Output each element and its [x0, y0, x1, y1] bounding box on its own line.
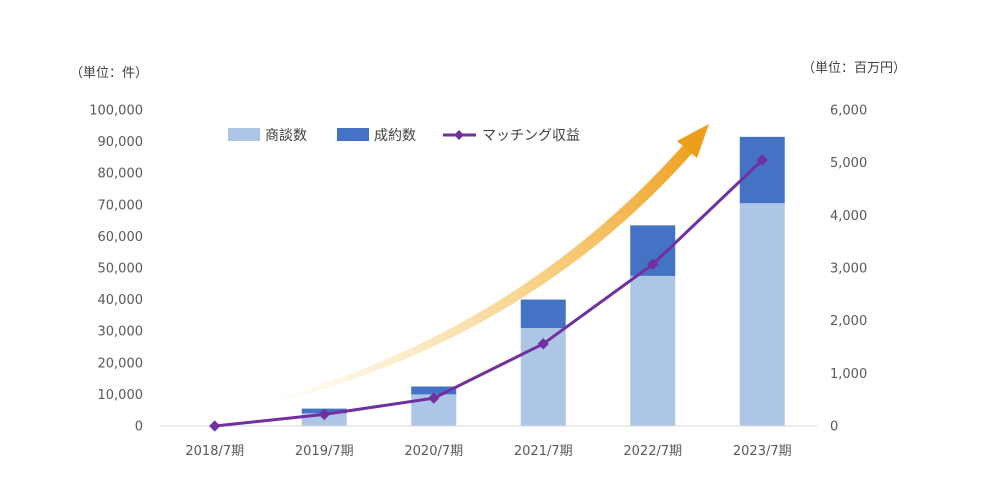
point-マッチング収益-2022/7期: [647, 258, 659, 270]
left-tick-label: 60,000: [98, 230, 144, 245]
legend-swatch-成約数: [337, 128, 369, 141]
bar-商談数-2023/7期: [739, 203, 785, 426]
right-tick-label: 3,000: [830, 262, 867, 277]
left-tick-label: 0: [135, 420, 143, 435]
bar-成約数-2023/7期: [739, 136, 785, 204]
line-マッチング収益: [214, 158, 764, 428]
right-tick-label: 1,000: [830, 367, 867, 382]
x-tick-label: 2020/7期: [404, 444, 463, 459]
right-tick-label: 6,000: [830, 104, 867, 119]
bar-成約数-2021/7期: [520, 299, 566, 329]
left-tick-label: 50,000: [98, 262, 144, 277]
right-tick-label: 2,000: [830, 314, 867, 329]
left-tick-label: 40,000: [98, 293, 144, 308]
bar-成約数-2020/7期: [411, 386, 457, 395]
left-tick-label: 70,000: [98, 198, 144, 213]
right-tick-label: 0: [830, 420, 838, 435]
legend-label-商談数: 商談数: [265, 128, 307, 144]
legend-label-成約数: 成約数: [374, 128, 416, 144]
left-tick-label: 90,000: [98, 135, 144, 150]
left-tick-label: 80,000: [98, 167, 144, 182]
point-マッチング収益-2023/7期: [756, 154, 768, 166]
left-tick-label: 20,000: [98, 356, 144, 371]
left-tick-label: 10,000: [98, 388, 144, 403]
point-マッチング収益-2019/7期: [318, 408, 330, 421]
point-マッチング収益-2021/7期: [537, 338, 549, 350]
growth-arrow: [270, 124, 709, 404]
legend-label-マッチング収益: マッチング収益: [482, 128, 580, 144]
right-axis-ticks: 0 1,000 2,000 3,000 4,000 5,000 6,000: [830, 104, 867, 435]
point-マッチング収益-2020/7期: [428, 392, 440, 404]
x-tick-label: 2022/7期: [623, 444, 682, 459]
bars: [301, 136, 785, 426]
legend: 商談数 成約数 マッチング収益: [228, 128, 580, 144]
right-tick-label: 4,000: [830, 209, 867, 224]
bar-商談数-2022/7期: [630, 275, 676, 426]
x-tick-label: 2021/7期: [514, 444, 573, 459]
growth-arrow-head: [677, 124, 709, 158]
x-tick-label: 2019/7期: [295, 444, 354, 459]
legend-swatch-marker: [454, 130, 464, 140]
left-tick-label: 30,000: [98, 325, 144, 340]
revenue-line: [209, 154, 768, 432]
left-tick-label: 100,000: [89, 104, 143, 119]
point-マッチング収益-2018/7期: [209, 420, 221, 432]
legend-swatch-商談数: [228, 128, 260, 141]
right-axis-unit: （単位：百万円）: [802, 60, 906, 76]
x-tick-label: 2023/7期: [733, 444, 792, 459]
left-axis-ticks: 0 10,000 20,000 30,000 40,000 50,000 60,000 70,…: [89, 104, 143, 435]
left-axis-unit: （単位：件）: [70, 65, 148, 81]
right-tick-label: 5,000: [830, 156, 867, 171]
x-tick-label: 2018/7期: [185, 444, 244, 459]
x-axis-ticks: 2018/7期 2019/7期 2020/7期 2021/7期 2022/7期 2023/…: [185, 444, 791, 459]
